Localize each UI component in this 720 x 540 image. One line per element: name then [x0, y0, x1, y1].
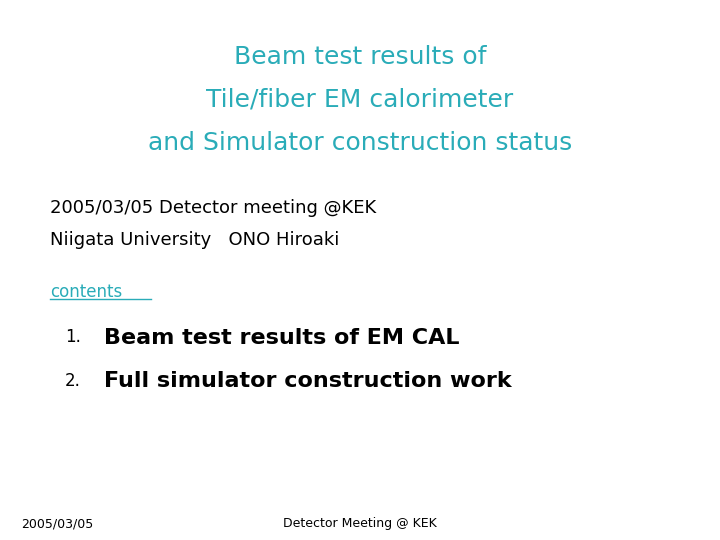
- Text: 1.: 1.: [65, 328, 81, 347]
- Text: Detector Meeting @ KEK: Detector Meeting @ KEK: [283, 517, 437, 530]
- Text: Tile/fiber EM calorimeter: Tile/fiber EM calorimeter: [207, 88, 513, 112]
- Text: 2005/03/05: 2005/03/05: [22, 517, 94, 530]
- Text: and Simulator construction status: and Simulator construction status: [148, 131, 572, 155]
- Text: Full simulator construction work: Full simulator construction work: [104, 370, 512, 391]
- Text: Niigata University   ONO Hiroaki: Niigata University ONO Hiroaki: [50, 231, 340, 249]
- Text: Beam test results of: Beam test results of: [234, 45, 486, 69]
- Text: contents: contents: [50, 282, 122, 301]
- Text: Beam test results of EM CAL: Beam test results of EM CAL: [104, 327, 460, 348]
- Text: 2.: 2.: [65, 372, 81, 390]
- Text: 2005/03/05 Detector meeting @KEK: 2005/03/05 Detector meeting @KEK: [50, 199, 377, 217]
